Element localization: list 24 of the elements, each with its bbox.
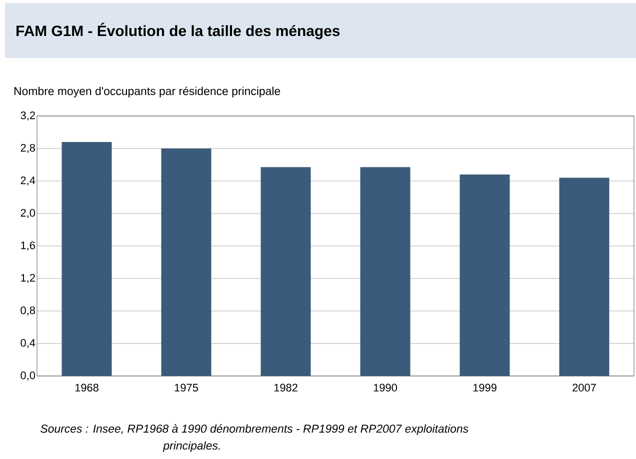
y-tick-label: 1,6 <box>21 241 36 251</box>
y-tick-label: 2,8 <box>20 144 36 154</box>
y-tick-label: 1,2 <box>21 274 35 284</box>
bar <box>62 142 112 376</box>
y-tick-label: 2,0 <box>20 208 36 218</box>
y-tick-label: 0,8 <box>20 306 36 316</box>
x-tick-label: 2007 <box>572 384 596 392</box>
source-note: Sources : Insee, RP1968 à 1990 dénombrements - RP1999 et RP2007 exploitations principales. <box>40 424 468 452</box>
bar <box>360 167 410 376</box>
bar <box>460 174 510 376</box>
x-tick-label: 1982 <box>274 384 298 392</box>
y-tick-label: 3,2 <box>20 111 35 121</box>
y-tick-label: 0,0 <box>20 371 36 381</box>
x-tick-label: 1975 <box>174 384 198 392</box>
bar <box>260 167 311 376</box>
y-axis-title: Nombre moyen d'occupants par résidence principale <box>14 86 280 98</box>
y-tick-label: 0,4 <box>20 338 36 348</box>
y-tick-label: 2,4 <box>20 176 36 186</box>
bar <box>559 178 610 376</box>
x-tick-label: 1968 <box>75 384 98 392</box>
bar <box>161 148 212 376</box>
x-tick-label: 1990 <box>374 384 397 392</box>
x-tick-label: 1999 <box>473 384 496 392</box>
chart-title: FAM G1M - Évolution de la taille des ménages <box>16 22 340 40</box>
